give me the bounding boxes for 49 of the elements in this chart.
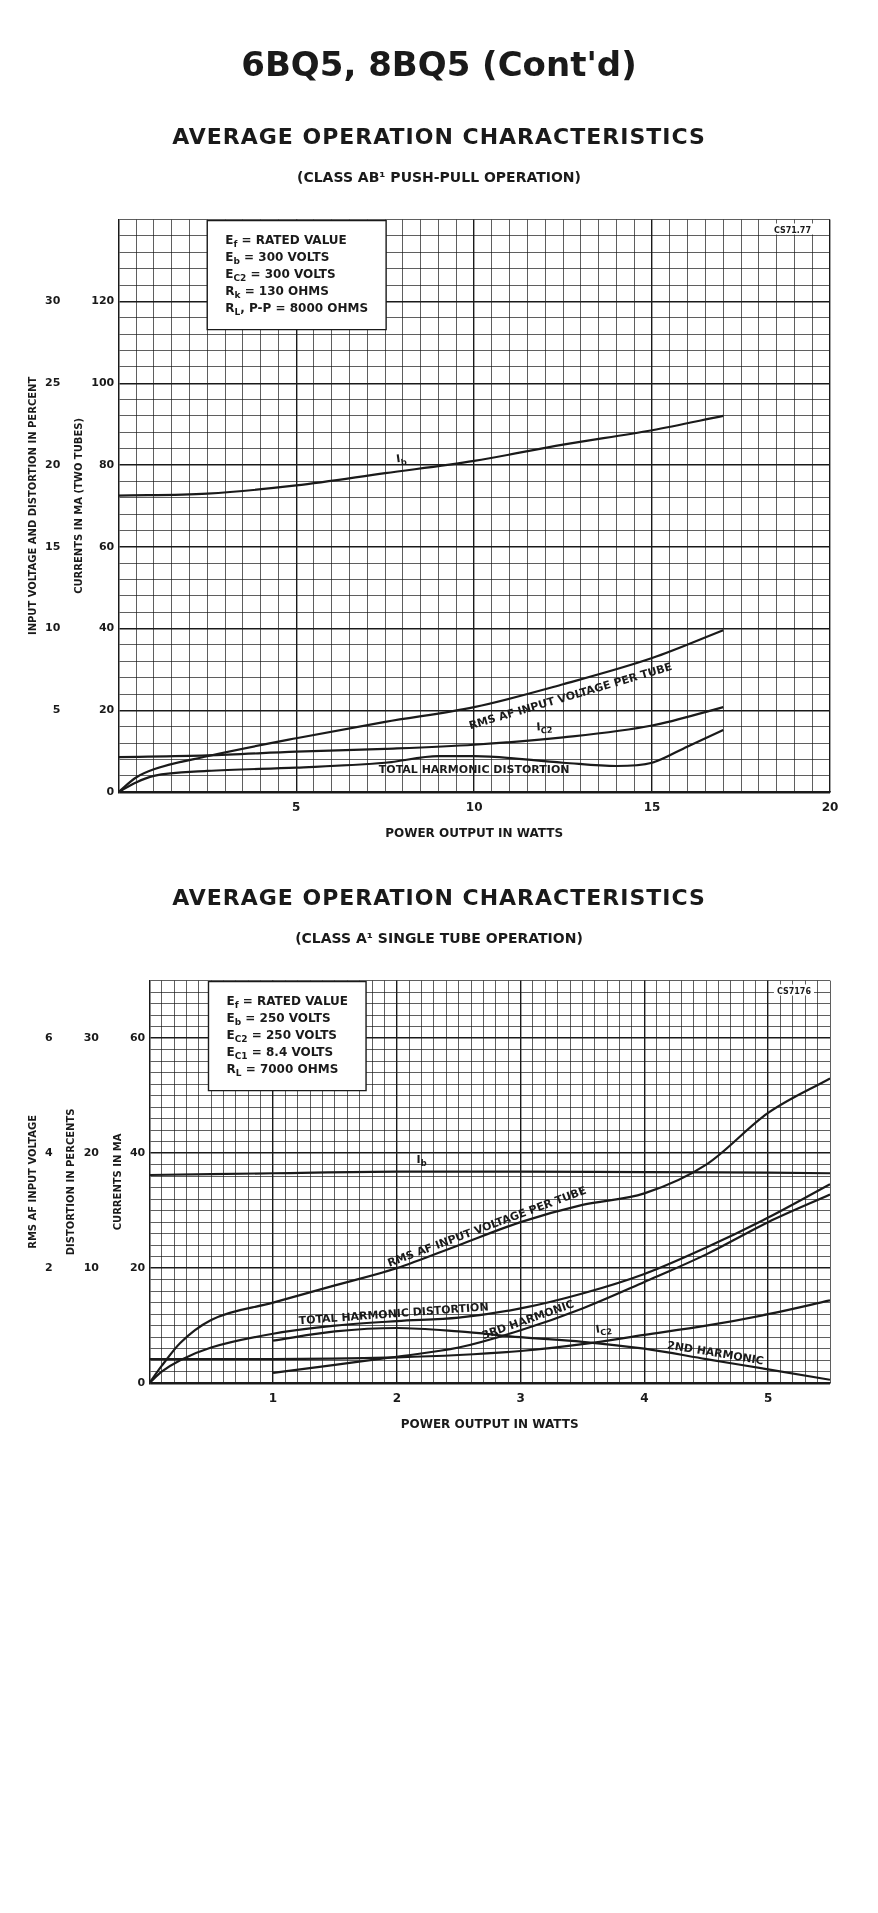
y-axis-title: INPUT VOLTAGE AND DISTORTION IN PERCENT <box>26 376 38 636</box>
y2-tick-label: 10 <box>83 1261 100 1275</box>
y2-tick-label: 60 <box>98 539 115 553</box>
annotation: CS71.77 <box>773 225 812 235</box>
y-tick-label: 4 <box>45 1146 53 1159</box>
y2-tick-label: 0 <box>106 785 115 799</box>
x-tick-label: 2 <box>392 1390 401 1405</box>
y2-tick-label: 30 <box>83 1030 100 1044</box>
y2-axis-title: DISTORTION IN PERCENTS <box>65 1108 77 1256</box>
x-tick-label: 1 <box>268 1390 278 1405</box>
y2-tick-label: 20 <box>98 703 115 717</box>
y2-tick-label: 20 <box>83 1146 100 1159</box>
x-tick-label: 4 <box>640 1390 649 1405</box>
x-tick-label: 5 <box>292 799 301 814</box>
y-tick-label: 15 <box>45 539 61 553</box>
y2-tick-label: 120 <box>91 294 115 308</box>
y2-tick-label: 40 <box>98 621 115 635</box>
x-axis-title: POWER OUTPUT IN WATTS <box>385 825 564 840</box>
y3-tick-label: 0 <box>137 1376 146 1390</box>
y-tick-label: 10 <box>45 621 61 635</box>
x-tick-label: 15 <box>643 799 661 814</box>
x-tick-label: 5 <box>763 1390 773 1405</box>
y2-axis-title: CURRENTS IN MA (TWO TUBES) <box>72 417 84 594</box>
text: IC2 <box>594 1322 613 1338</box>
chart-subtitle: (CLASS A¹ SINGLE TUBE OPERATION) <box>294 930 584 946</box>
x-tick-label: 3 <box>516 1390 525 1405</box>
y3-tick-label: 60 <box>129 1030 146 1044</box>
chart-title: AVERAGE OPERATION CHARACTERISTICS <box>171 124 707 149</box>
y-tick-label: 25 <box>45 376 61 390</box>
x-axis-title: POWER OUTPUT IN WATTS <box>400 1416 579 1431</box>
y-tick-label: 5 <box>52 703 61 717</box>
chart-subtitle: (CLASS AB¹ PUSH-PULL OPERATION) <box>296 169 582 185</box>
series-label: IC2 <box>535 720 554 736</box>
y-tick-label: 2 <box>45 1261 53 1275</box>
x-tick-label: 10 <box>465 799 483 814</box>
y3-axis-title: CURRENTS IN MA <box>111 1133 123 1231</box>
y2-tick-label: 100 <box>91 376 115 390</box>
y-axis-title: RMS AF INPUT VOLTAGE <box>26 1114 38 1249</box>
y3-tick-label: 20 <box>129 1261 146 1275</box>
chart-title: AVERAGE OPERATION CHARACTERISTICS <box>171 885 707 910</box>
annotation: CS7176 <box>776 986 812 996</box>
series-label: TOTAL HARMONIC DISTORTION <box>298 1300 490 1328</box>
text: 6BQ5, 8BQ5 (Cont'd) <box>240 43 638 86</box>
y2-tick-label: 80 <box>98 457 115 471</box>
y3-tick-label: 40 <box>129 1146 146 1159</box>
y-tick-label: 6 <box>45 1030 53 1044</box>
y-tick-label: 20 <box>45 457 61 471</box>
y-tick-label: 30 <box>45 294 61 308</box>
x-tick-label: 20 <box>821 799 839 814</box>
